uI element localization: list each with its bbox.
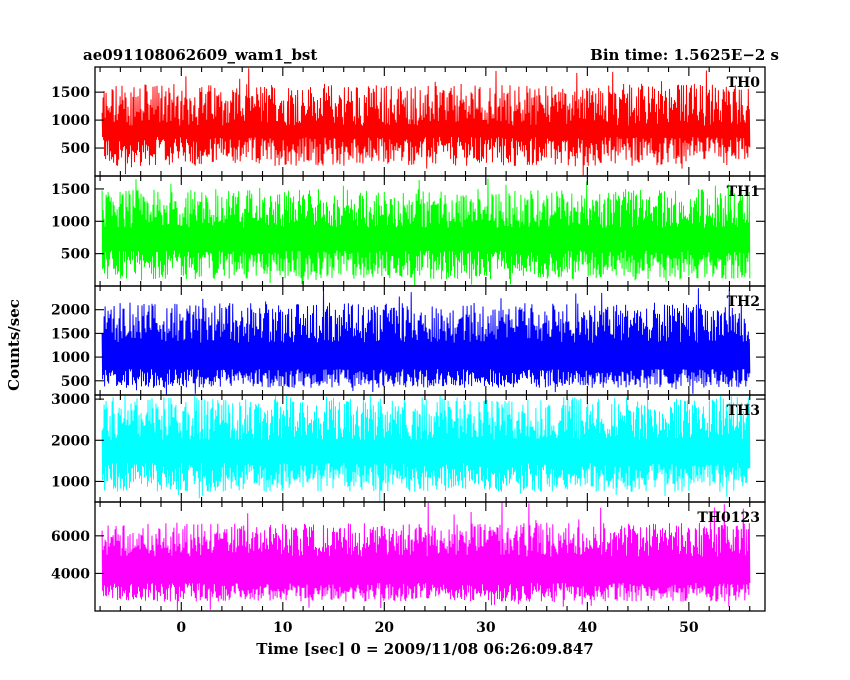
y-tick-label: 500	[61, 141, 90, 157]
bin-time-label: Bin time: 1.5625E−2 s	[590, 46, 779, 64]
panel-th1: TH1 500 1000 1500	[51, 175, 766, 287]
series-th2	[101, 287, 751, 395]
series-th1	[101, 178, 751, 286]
series-th0	[101, 68, 751, 176]
x-tick-label: 50	[679, 620, 699, 636]
y-tick-label: 1000	[51, 214, 90, 230]
series-th0123	[101, 502, 751, 611]
y-tick-label: 1000	[51, 113, 90, 129]
y-tick-label: 2000	[51, 303, 90, 319]
x-tick-label: 0	[176, 620, 186, 636]
panel-th0123: TH0123 4000 6000 0 10 20 30 40 50	[51, 501, 766, 636]
panel-stack: TH050010001500TH150010001500TH2500100015…	[51, 66, 766, 636]
x-tick-label: 20	[375, 620, 395, 636]
observation-title: ae091108062609_wam1_bst	[83, 46, 317, 64]
x-axis-label: Time [sec] 0 = 2009/11/08 06:26:09.847	[256, 640, 593, 658]
panel-label: TH0123	[697, 510, 760, 526]
y-tick-label: 1500	[51, 85, 90, 101]
y-tick-label: 1000	[51, 474, 90, 490]
y-tick-label: 1500	[51, 326, 90, 342]
x-tick-label: 30	[476, 620, 496, 636]
panel-label: TH3	[727, 403, 760, 419]
y-tick-label: 2000	[51, 433, 90, 449]
series-th3	[101, 395, 751, 502]
panel-label: TH0	[727, 75, 761, 91]
y-tick-label: 6000	[51, 529, 90, 545]
panel-th0: TH0 500 1000 1500	[51, 66, 766, 177]
y-axis-label: Counts/sec	[5, 299, 23, 391]
x-tick-label: 40	[578, 620, 598, 636]
y-tick-label: 4000	[51, 566, 90, 582]
panel-th2: TH2 500 1000 1500 2000	[51, 285, 766, 396]
y-tick-label: 1500	[51, 182, 90, 198]
panel-label: TH1	[727, 184, 760, 200]
x-tick-label: 10	[273, 620, 293, 636]
panel-th3: TH3 1000 2000 3000	[51, 392, 766, 503]
y-tick-label: 3000	[51, 392, 90, 408]
panel-label: TH2	[727, 294, 760, 310]
y-tick-label: 1000	[51, 350, 90, 366]
y-tick-label: 500	[61, 247, 90, 263]
panel-frame	[94, 501, 766, 612]
y-tick-label: 500	[61, 374, 90, 390]
